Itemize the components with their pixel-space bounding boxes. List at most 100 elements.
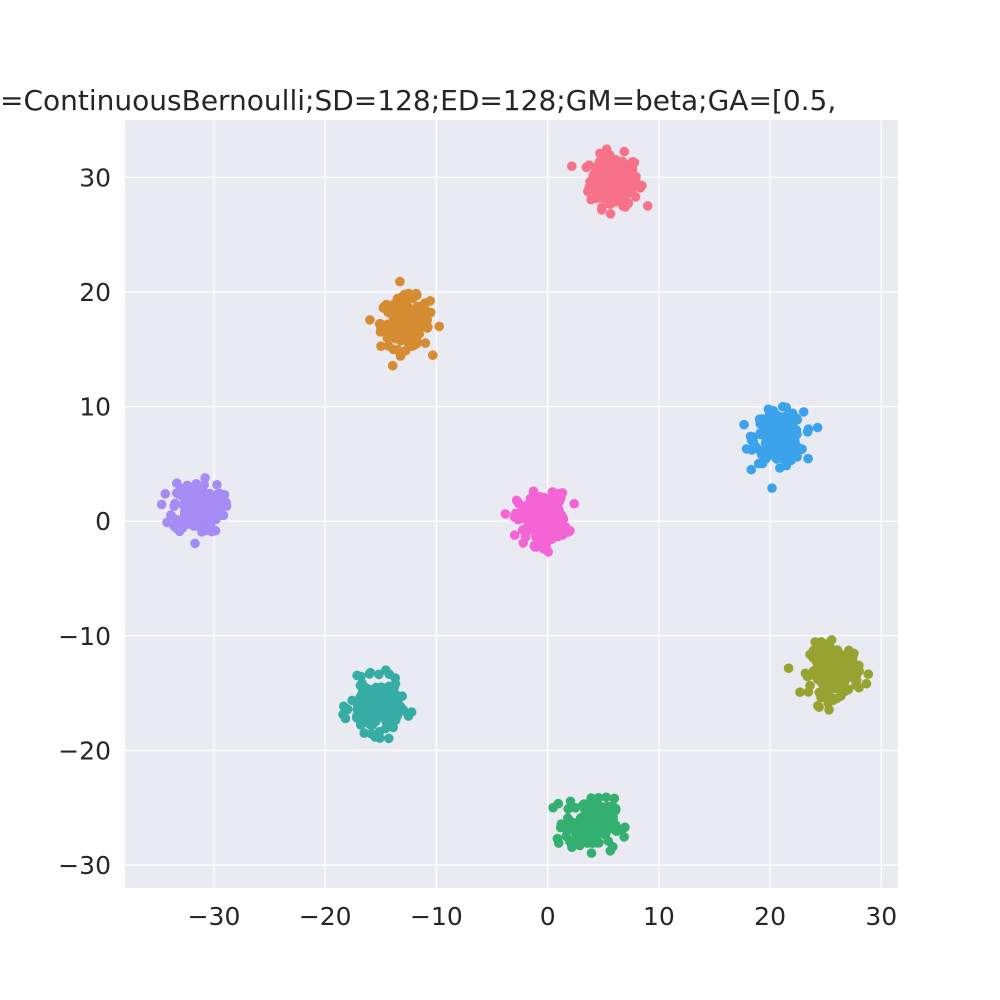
scatter-point — [565, 796, 576, 807]
scatter-point — [406, 707, 417, 717]
scatter-point — [383, 341, 394, 351]
scatter-point — [578, 813, 588, 824]
x-tick-label: 30 — [865, 902, 897, 931]
scatter-point — [838, 653, 849, 663]
scatter-point — [534, 519, 545, 530]
scatter-point — [402, 336, 413, 347]
scatter-point — [783, 663, 794, 673]
scatter-point — [739, 419, 749, 430]
scatter-point — [383, 702, 393, 713]
scatter-point — [770, 446, 780, 456]
scatter-point — [790, 416, 801, 426]
x-tick-label: −10 — [410, 902, 463, 931]
scatter-series-cluster-1 — [365, 276, 445, 371]
scatter-point — [775, 430, 785, 440]
scatter-point — [608, 811, 618, 822]
scatter-point — [832, 648, 842, 658]
scatter-point — [642, 201, 653, 211]
scatter-point — [188, 507, 199, 518]
scatter-point — [757, 418, 768, 428]
scatter-point — [172, 478, 182, 489]
scatter-point — [190, 538, 200, 549]
scatter-point — [389, 318, 400, 328]
scatter-point — [367, 710, 377, 721]
scatter-point — [384, 733, 394, 744]
scatter-point — [387, 717, 397, 727]
scatter-point — [610, 820, 621, 830]
scatter-point — [807, 670, 818, 680]
scatter-point — [805, 680, 815, 691]
scatter-point — [210, 525, 221, 536]
scatter-point — [548, 525, 559, 535]
scatter-point — [376, 341, 386, 352]
scatter-point — [518, 538, 528, 548]
scatter-point — [387, 695, 397, 705]
scatter-point — [532, 506, 543, 516]
scatter-point — [816, 637, 826, 647]
scatter-point — [156, 499, 167, 510]
scatter-point — [637, 180, 647, 191]
scatter-point — [569, 498, 579, 509]
scatter-point — [826, 635, 837, 645]
scatter-point — [541, 539, 552, 550]
scatter-point — [800, 668, 811, 679]
scatter-point — [583, 186, 593, 197]
scatter-point — [795, 687, 805, 697]
scatter-point — [371, 702, 382, 713]
scatter-point — [854, 660, 864, 671]
scatter-point — [602, 168, 612, 178]
scatter-point — [767, 422, 777, 433]
scatter-point — [360, 687, 370, 698]
scatter-point — [359, 728, 370, 738]
scatter-point — [821, 662, 832, 673]
scatter-point — [780, 447, 791, 457]
scatter-point — [802, 427, 813, 437]
scatter-point — [596, 205, 607, 215]
scatter-point — [861, 678, 872, 689]
scatter-point — [576, 825, 587, 836]
scatter-point — [619, 146, 630, 157]
scatter-point — [609, 178, 620, 189]
scatter-point — [364, 669, 375, 679]
scatter-point — [797, 444, 807, 454]
scatter-point — [387, 360, 398, 371]
scatter-point — [601, 792, 611, 803]
scatter-point — [342, 704, 353, 715]
scatter-point — [613, 166, 623, 176]
scatter-point — [198, 490, 208, 500]
scatter-point — [340, 713, 351, 724]
scatter-point — [555, 515, 566, 525]
x-tick-label: −30 — [188, 902, 241, 931]
scatter-series-cluster-7 — [548, 792, 630, 858]
scatter-point — [411, 339, 422, 349]
scatter-point — [372, 690, 383, 700]
scatter-point — [553, 838, 564, 848]
scatter-point — [542, 507, 553, 518]
scatter-point — [563, 804, 573, 814]
scatter-point — [423, 322, 433, 332]
scatter-point — [798, 407, 809, 417]
scatter-point — [182, 495, 193, 506]
scatter-point — [603, 836, 614, 846]
scatter-point — [409, 310, 420, 320]
scatter-point — [374, 669, 384, 680]
scatter-point — [825, 674, 835, 684]
scatter-point — [602, 801, 613, 812]
scatter-point — [212, 480, 222, 490]
scatter-point — [593, 172, 603, 183]
scatter-point — [514, 498, 524, 509]
scatter-point — [848, 651, 858, 662]
scatter-point — [562, 825, 572, 836]
scatter-point — [814, 654, 825, 665]
scatter-point — [619, 832, 629, 842]
scatter-point — [620, 202, 631, 212]
scatter-point — [787, 437, 798, 447]
scatter-point — [358, 703, 368, 714]
scatter-point — [781, 460, 792, 471]
scatter-point — [777, 420, 788, 431]
scatter-point — [394, 294, 405, 304]
scatter-point — [419, 307, 430, 318]
scatter-point — [401, 308, 412, 318]
y-axis-ticks: −30 −20 −10 0 10 20 30 — [58, 163, 111, 880]
y-tick-label: −30 — [58, 851, 111, 880]
